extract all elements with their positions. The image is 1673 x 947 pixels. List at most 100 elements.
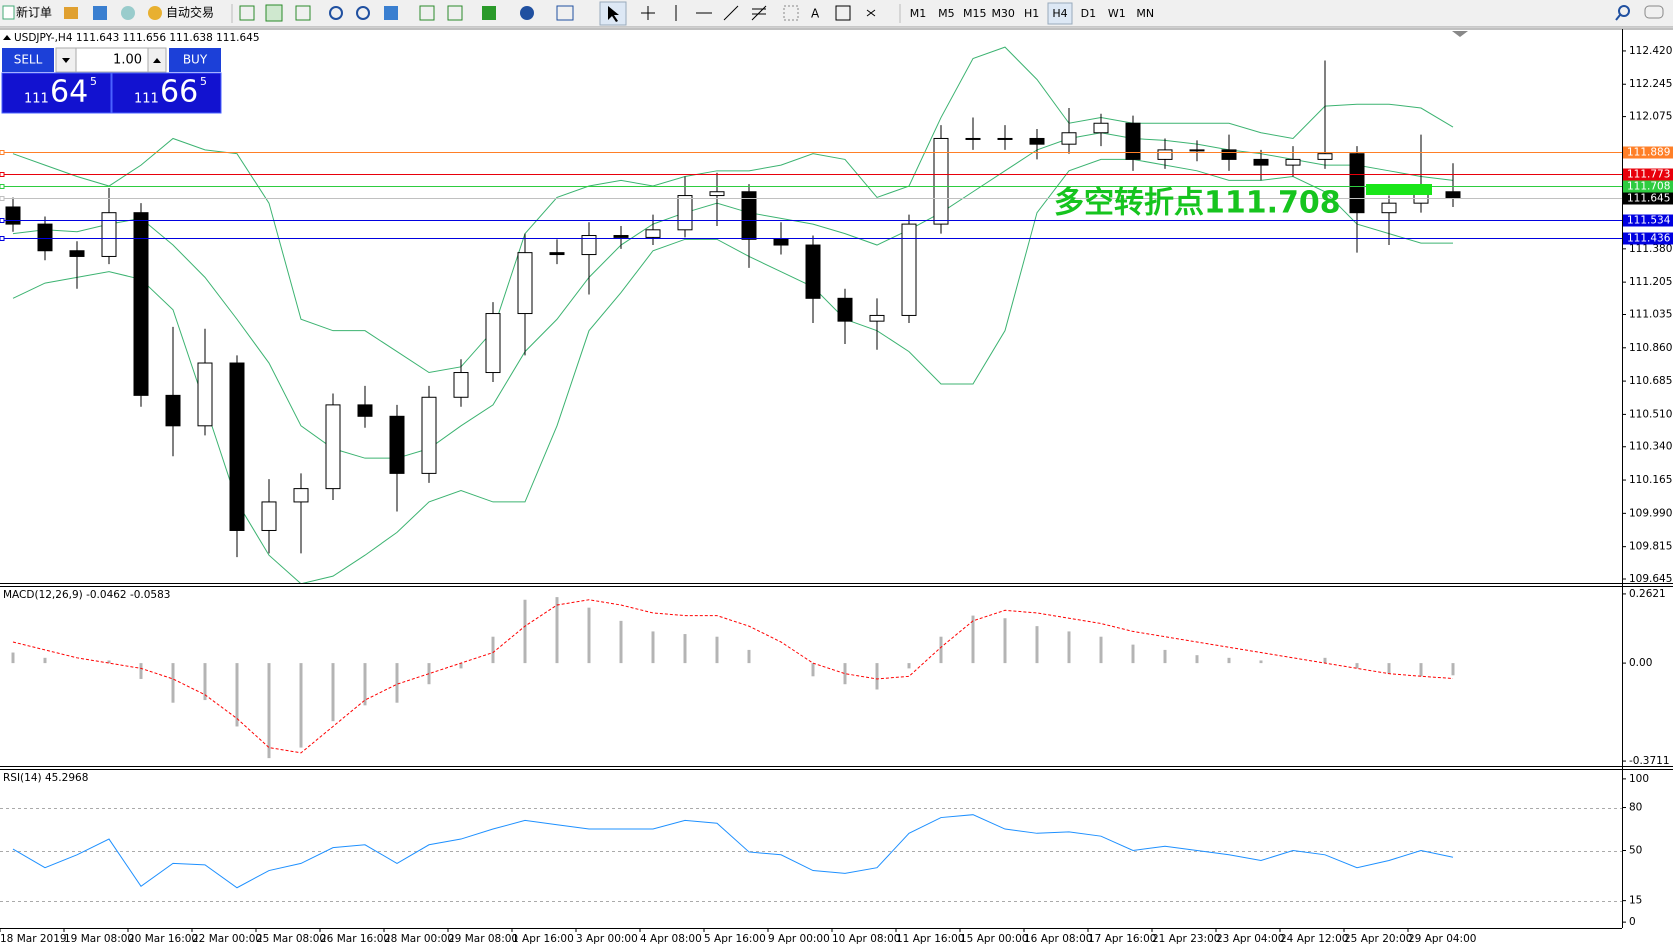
x-tick-label: 18 Mar 2019 bbox=[0, 933, 67, 945]
candle-body bbox=[709, 191, 725, 197]
price-level-label: 111.773 bbox=[1627, 169, 1670, 181]
rsi-line bbox=[12, 814, 1454, 889]
candle-body bbox=[1157, 149, 1173, 160]
chat[interactable] bbox=[1644, 5, 1664, 19]
toolbar-icon[interactable] bbox=[121, 6, 135, 20]
toolbar-icon[interactable] bbox=[295, 5, 311, 21]
y-tick-label: 109.815 bbox=[1629, 541, 1672, 553]
price-level-label-bg bbox=[1623, 192, 1673, 205]
zoom-in[interactable] bbox=[329, 6, 343, 20]
candle-body bbox=[1093, 122, 1109, 134]
timeframe-button[interactable]: M5 bbox=[938, 7, 955, 20]
label-tool[interactable] bbox=[835, 5, 851, 21]
lot-value: 1.00 bbox=[113, 53, 142, 68]
timeframe-active[interactable] bbox=[1047, 2, 1073, 25]
candle-body bbox=[1445, 191, 1461, 199]
bollinger-band bbox=[12, 158, 1453, 583]
price-level-marker bbox=[0, 184, 5, 189]
y-tick-label: -0.3711 bbox=[1629, 755, 1670, 767]
new-order-icon bbox=[2, 5, 15, 20]
macd-bar bbox=[939, 636, 943, 664]
candle-body bbox=[901, 223, 917, 316]
candle-body bbox=[869, 314, 885, 322]
macd-bar bbox=[1067, 631, 1071, 664]
auto-trading-label: 自动交易 bbox=[166, 5, 214, 20]
toolbar-icon[interactable] bbox=[419, 5, 435, 21]
timeframe-button[interactable]: H4 bbox=[1052, 7, 1067, 20]
ask-big: 111 bbox=[134, 92, 159, 107]
toolbar-icon[interactable] bbox=[384, 6, 398, 20]
candle-body bbox=[1189, 149, 1205, 152]
y-tick-label: 100 bbox=[1629, 773, 1649, 785]
candle-body bbox=[421, 396, 437, 474]
timeframe-button[interactable]: M1 bbox=[910, 7, 927, 20]
macd-bar bbox=[1163, 649, 1167, 664]
fibonacci-tool[interactable] bbox=[751, 5, 767, 21]
buy-button[interactable] bbox=[169, 48, 221, 72]
candle-body bbox=[197, 362, 213, 427]
x-tick-label: 5 Apr 16:00 bbox=[704, 933, 766, 945]
new-order-button[interactable]: 新订单 bbox=[2, 5, 52, 20]
ask-box[interactable] bbox=[111, 72, 222, 114]
candle-body bbox=[1221, 149, 1237, 160]
macd-bar bbox=[523, 599, 527, 664]
y-tick-label: 110.860 bbox=[1629, 342, 1672, 354]
chart-panel: USDJPY-,H4 111.643 111.656 111.638 111.6… bbox=[0, 32, 1673, 945]
trendline-tool[interactable] bbox=[723, 5, 739, 21]
y-tick-label: 112.075 bbox=[1629, 111, 1672, 123]
toolbar-icon[interactable] bbox=[265, 4, 283, 22]
zoom-out[interactable] bbox=[356, 6, 370, 20]
text-tool[interactable]: A bbox=[811, 7, 820, 21]
candle-body bbox=[165, 394, 181, 427]
search[interactable] bbox=[1618, 5, 1630, 17]
toolbar-icon[interactable] bbox=[447, 5, 463, 21]
x-tick-label: 10 Apr 08:00 bbox=[832, 933, 900, 945]
toolbar-icon[interactable] bbox=[482, 6, 496, 20]
macd-bar bbox=[299, 663, 303, 748]
timeframe-button[interactable]: M15 bbox=[963, 7, 987, 20]
auto-trading-button[interactable]: 自动交易 bbox=[148, 5, 214, 21]
bid-box[interactable] bbox=[1, 72, 112, 114]
sell-button[interactable] bbox=[2, 48, 54, 72]
toolbar-icon[interactable] bbox=[556, 5, 574, 21]
crosshair-tool[interactable] bbox=[641, 6, 655, 20]
cursor-icon bbox=[608, 6, 619, 22]
macd-bar bbox=[267, 663, 271, 759]
toolbar-icon[interactable] bbox=[239, 5, 255, 21]
macd-bar bbox=[1419, 663, 1423, 677]
candle-body bbox=[997, 137, 1013, 140]
timeframe-button[interactable]: H1 bbox=[1024, 7, 1039, 20]
macd-bar bbox=[1387, 663, 1391, 674]
macd-bar bbox=[1259, 660, 1263, 664]
y-tick-label: 0.00 bbox=[1629, 657, 1652, 669]
buy-label: BUY bbox=[183, 53, 208, 67]
macd-bar bbox=[587, 607, 591, 664]
channel-tool[interactable] bbox=[783, 5, 799, 21]
x-tick-label: 4 Apr 08:00 bbox=[640, 933, 702, 945]
timeframe-button[interactable]: W1 bbox=[1108, 7, 1126, 20]
toolbar-icon[interactable] bbox=[93, 6, 107, 20]
macd-bar bbox=[651, 631, 655, 664]
candle-body bbox=[5, 206, 21, 225]
ask-fraction: 5 bbox=[200, 75, 207, 88]
y-tick-label: 50 bbox=[1629, 845, 1642, 857]
candle-body bbox=[69, 250, 85, 257]
candle-body bbox=[357, 404, 373, 417]
toolbar-icon[interactable] bbox=[64, 7, 78, 19]
toolbar: 新订单 自动交易 A M1 M5 M15 M30 H1 H4 D1 W1 MN bbox=[0, 0, 1673, 28]
macd-bar bbox=[875, 663, 879, 690]
x-tick-label: 19 Mar 08:00 bbox=[64, 933, 134, 945]
toolbar-icon[interactable] bbox=[520, 6, 534, 20]
lot-down-arrow bbox=[62, 58, 70, 63]
timeframe-button[interactable]: D1 bbox=[1081, 7, 1096, 20]
candle-body bbox=[1285, 158, 1301, 166]
candle-body bbox=[645, 229, 661, 238]
new-order-label: 新订单 bbox=[16, 5, 52, 20]
arrows-tool[interactable] bbox=[866, 9, 876, 17]
price-level-marker bbox=[0, 196, 5, 201]
auto-trading-icon bbox=[148, 6, 162, 20]
timeframe-button[interactable]: M30 bbox=[991, 7, 1015, 20]
timeframe-button[interactable]: MN bbox=[1136, 7, 1154, 20]
price-level-label-bg bbox=[1623, 214, 1673, 227]
annotation: 多空转折点111.708 bbox=[1054, 186, 1341, 221]
